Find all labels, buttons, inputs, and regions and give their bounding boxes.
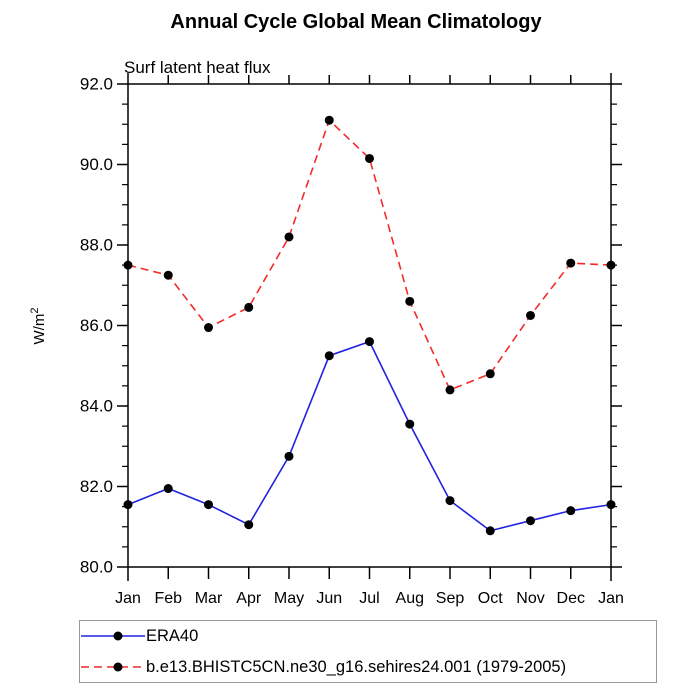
data-series [123,115,616,536]
annual-cycle-chart: Annual Cycle Global Mean Climatology Sur… [29,11,624,608]
axis-tick-labels: 80.0 82.0 84.0 86.0 88.0 90.0 92.0 Jan Feb Mar Apr… [80,75,624,608]
legend-label-model: b.e13.BHISTC5CN.ne30_g16.sehires24.001 (… [146,657,567,676]
data-point-marker [566,506,576,516]
x-tick-label-month: Sep [436,590,465,607]
y-tick-label: 84.0 [80,397,113,416]
x-tick-label-month: Dec [557,590,585,607]
data-point-marker [405,296,415,306]
data-point-marker [526,310,535,320]
y-axis-label: W/m2 [29,308,48,345]
chart-subtitle: Surf latent heat flux [124,58,271,77]
y-tick-label: 82.0 [80,477,113,496]
data-point-marker [123,500,133,510]
data-point-marker [163,484,173,494]
series-line-0 [127,340,612,532]
data-point-marker [445,496,455,506]
x-tick-label-month: May [274,590,304,607]
legend-item-era40: ERA40 [80,622,656,650]
x-tick-label-month: Mar [195,590,223,607]
x-tick-label-month: Aug [396,590,424,607]
x-tick-label-month: Nov [516,590,544,607]
data-point-marker [204,500,213,510]
data-point-marker [324,351,334,361]
data-point-marker [163,270,173,280]
data-point-marker [566,258,576,268]
data-point-marker [365,337,374,347]
data-point-marker [324,115,334,125]
y-tick-label: 92.0 [80,75,113,94]
x-tick-label-month: Jan [598,590,624,607]
data-point-marker [284,451,294,461]
data-point-marker [244,520,254,530]
y-tick-label: 90.0 [80,155,113,174]
plot-frame [127,83,612,568]
legend-label-era40: ERA40 [146,626,199,645]
data-point-marker [244,302,254,312]
data-point-marker [526,516,535,526]
y-tick-label: 88.0 [80,236,113,255]
y-tick-label: 86.0 [80,316,113,335]
legend-line-sample-dashed [81,662,145,672]
data-point-marker [606,500,616,510]
data-point-marker [204,323,213,333]
data-point-marker [606,260,616,270]
x-tick-label-month: Jul [359,590,379,607]
legend-line-sample-solid [81,631,145,641]
x-tick-label-month: Apr [236,590,262,607]
x-tick-label-month: Jun [316,590,342,607]
data-point-marker [284,232,294,242]
axis-ticks [117,73,622,581]
data-point-marker [365,153,374,163]
data-point-marker [405,419,415,429]
x-tick-label-month: Feb [154,590,182,607]
legend: ERA40 b.e13.BHISTC5CN.ne30_g16.sehires24… [79,620,657,683]
data-point-marker [485,369,495,379]
data-point-marker [485,526,495,536]
y-tick-label: 80.0 [80,558,113,577]
x-tick-label-month: Jan [115,590,141,607]
data-point-marker [123,260,133,270]
legend-item-model: b.e13.BHISTC5CN.ne30_g16.sehires24.001 (… [80,653,656,681]
chart-title: Annual Cycle Global Mean Climatology [170,11,542,33]
data-point-marker [445,385,455,395]
x-tick-label-month: Oct [478,590,503,607]
